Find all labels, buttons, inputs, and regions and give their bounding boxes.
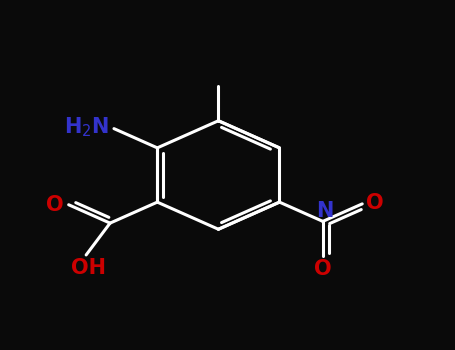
Text: H$_2$N: H$_2$N bbox=[64, 115, 110, 139]
Text: O: O bbox=[46, 195, 64, 215]
Text: N: N bbox=[316, 201, 334, 221]
Text: O: O bbox=[314, 259, 332, 279]
Text: O: O bbox=[366, 193, 384, 213]
Text: OH: OH bbox=[71, 258, 106, 278]
